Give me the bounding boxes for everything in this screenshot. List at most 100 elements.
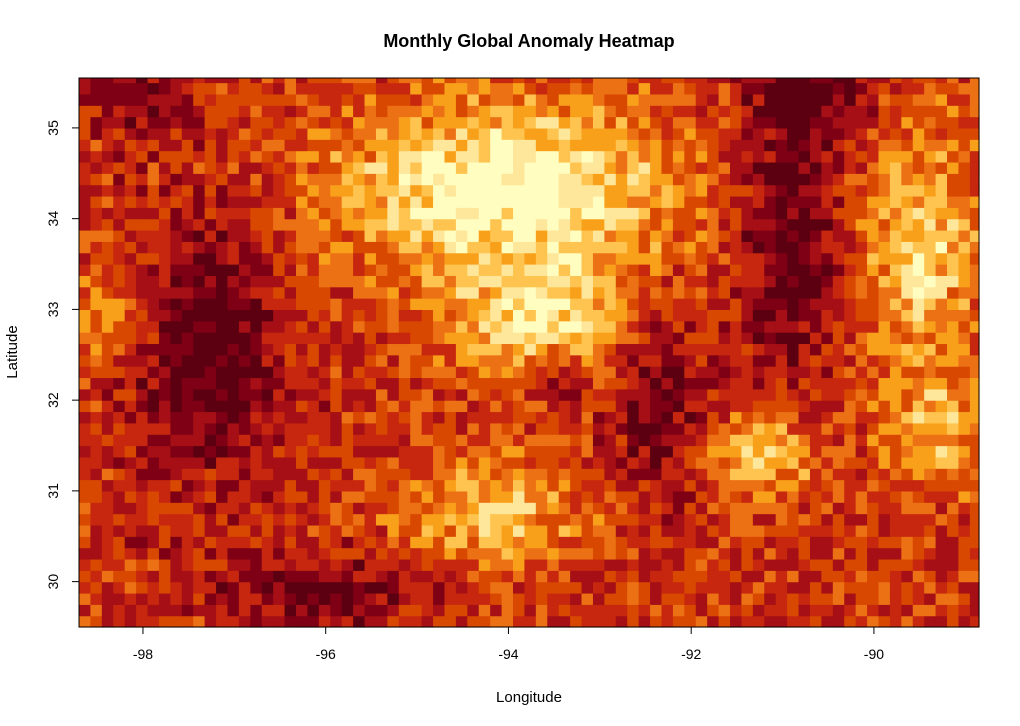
heatmap-cell — [570, 93, 583, 106]
heatmap-cell — [752, 343, 765, 356]
heatmap-cell — [113, 354, 126, 367]
heatmap-cell — [867, 82, 880, 95]
heatmap-cell — [216, 105, 229, 118]
heatmap-cell — [193, 604, 206, 617]
heatmap-cell — [730, 309, 743, 322]
heatmap-cell — [798, 411, 811, 424]
heatmap-cell — [901, 195, 914, 208]
heatmap-cell — [478, 309, 491, 322]
heatmap-cell — [592, 434, 605, 447]
heatmap-cell — [935, 78, 948, 84]
heatmap-cell — [421, 264, 434, 276]
heatmap-cell — [216, 127, 229, 140]
heatmap-cell — [581, 502, 594, 515]
heatmap-cell — [844, 422, 857, 435]
heatmap-cell — [650, 230, 663, 242]
heatmap-cell — [809, 218, 822, 231]
heatmap-cell — [718, 354, 731, 367]
heatmap-cell — [615, 434, 628, 447]
heatmap-cell — [478, 354, 491, 367]
heatmap-cell — [730, 377, 743, 390]
heatmap-cell — [535, 127, 548, 140]
heatmap-cell — [467, 230, 480, 242]
heatmap-cell — [79, 173, 92, 186]
heatmap-cell — [353, 479, 366, 492]
heatmap-cell — [364, 400, 377, 413]
heatmap-cell — [855, 377, 868, 390]
heatmap-cell — [421, 388, 434, 401]
heatmap-cell — [216, 252, 229, 265]
heatmap-cell — [524, 343, 537, 356]
heatmap-cell — [684, 570, 697, 583]
heatmap-cell — [969, 456, 980, 469]
heatmap-cell — [513, 150, 526, 163]
heatmap-cell — [958, 354, 971, 367]
heatmap-cell — [318, 422, 331, 435]
heatmap-cell — [935, 161, 948, 174]
heatmap-cell — [238, 434, 251, 447]
heatmap-cell — [273, 264, 286, 276]
heatmap-cells — [79, 78, 980, 628]
heatmap-cell — [490, 343, 503, 356]
heatmap-cell — [238, 309, 251, 322]
heatmap-cell — [444, 320, 457, 333]
heatmap-cell — [101, 93, 114, 106]
heatmap-cell — [947, 82, 960, 95]
heatmap-cell — [353, 468, 366, 481]
heatmap-cell — [581, 184, 594, 197]
heatmap-cell — [513, 354, 526, 367]
heatmap-cell — [832, 173, 845, 186]
heatmap-cell — [375, 615, 388, 628]
heatmap-cell — [170, 592, 183, 605]
heatmap-cell — [375, 547, 388, 560]
heatmap-cell — [912, 388, 925, 401]
heatmap-cell — [158, 139, 171, 152]
heatmap-cell — [604, 388, 617, 401]
heatmap-cell — [421, 490, 434, 503]
heatmap-cell — [261, 490, 274, 503]
heatmap-cell — [216, 524, 229, 537]
heatmap-cell — [136, 275, 149, 288]
heatmap-cell — [638, 184, 651, 197]
heatmap-cell — [969, 150, 980, 163]
heatmap-cell — [924, 139, 937, 152]
heatmap-cell — [604, 173, 617, 186]
heatmap-cell — [410, 161, 423, 174]
heatmap-cell — [615, 275, 628, 288]
heatmap-cell — [433, 456, 446, 469]
heatmap-cell — [398, 479, 411, 492]
heatmap-cell — [592, 456, 605, 469]
heatmap-cell — [570, 286, 583, 299]
heatmap-cell — [855, 422, 868, 435]
heatmap-cell — [524, 207, 537, 220]
heatmap-cell — [707, 93, 720, 106]
heatmap-cell — [375, 422, 388, 435]
heatmap-cell — [935, 570, 948, 583]
heatmap-cell — [238, 127, 251, 140]
heatmap-cell — [478, 570, 491, 583]
heatmap-cell — [284, 502, 297, 515]
heatmap-cell — [204, 275, 217, 288]
heatmap-cell — [672, 502, 685, 515]
heatmap-cell — [935, 116, 948, 129]
heatmap-cell — [467, 275, 480, 288]
heatmap-cell — [410, 93, 423, 106]
heatmap-cell — [124, 502, 137, 515]
heatmap-cell — [216, 502, 229, 515]
heatmap-cell — [501, 116, 514, 129]
heatmap-cell — [592, 581, 605, 594]
heatmap-cell — [284, 195, 297, 208]
heatmap-cell — [90, 116, 103, 129]
heatmap-cell — [387, 332, 400, 345]
heatmap-cell — [421, 592, 434, 605]
heatmap-cell — [730, 422, 743, 435]
heatmap-cell — [398, 286, 411, 299]
heatmap-cell — [238, 558, 251, 571]
heatmap-cell — [752, 411, 765, 424]
heatmap-cell — [124, 388, 137, 401]
heatmap-cell — [501, 411, 514, 424]
heatmap-cell — [878, 207, 891, 220]
heatmap-cell — [718, 230, 731, 242]
heatmap-cell — [650, 536, 663, 549]
heatmap-cell — [444, 264, 457, 276]
